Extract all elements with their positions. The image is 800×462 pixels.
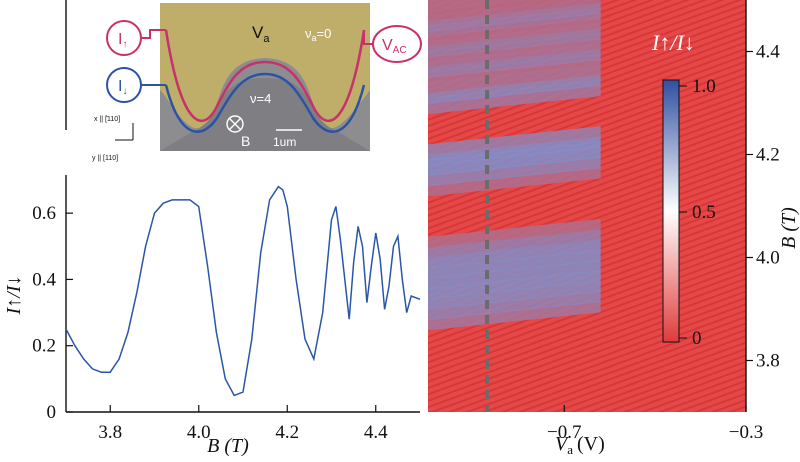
colorbar-bar (662, 79, 680, 343)
heatmap-band (428, 146, 601, 176)
heatmap-band (428, 260, 601, 290)
heatmap-band (428, 141, 601, 166)
y-tick-label: 0.4 (32, 269, 56, 290)
line-ticks: 3.8 4.0 4.2 4.4 0 0.2 0.4 0.6 (32, 203, 388, 443)
i-up-lead (141, 29, 166, 39)
colorbar-label: I↑/I↓ (651, 30, 695, 55)
colorbar-tick-bottom: 0 (692, 328, 702, 349)
heatmap-band (428, 23, 601, 48)
heatmap-band (428, 280, 601, 310)
x-tick-label: 3.8 (98, 422, 122, 443)
colorbar: 1.0 0.5 0 I↑/I↓ (651, 30, 716, 349)
heatmap-bands (428, 0, 601, 331)
vac-lead (363, 30, 373, 45)
x-tick-label: 4.4 (364, 422, 388, 443)
line-plot: 3.8 4.0 4.2 4.4 0 0.2 0.4 0.6 B (T) I↑/I↓ (3, 0, 421, 457)
heatmap-band (428, 249, 601, 279)
heatmap-band (428, 157, 601, 187)
heatmap-x-tick-label: −0.3 (729, 422, 763, 443)
heatmap-band (428, 239, 601, 269)
heatmap-band (428, 43, 601, 68)
y-tick-label: 0 (47, 402, 57, 423)
heatmap-band (428, 64, 601, 94)
heatmap-y-tick-label: 4.4 (756, 42, 780, 63)
gate-region (160, 3, 370, 129)
heatmap-band (428, 38, 601, 63)
b-field-label: B (241, 133, 250, 149)
crystal-axes-icon (115, 123, 134, 141)
b-field-icon (226, 115, 244, 133)
heatmap-band (428, 79, 601, 104)
upper-edge-channel (164, 29, 366, 122)
heatmap-band (428, 33, 601, 58)
heatmap-band (428, 48, 601, 73)
heatmap-band (428, 85, 601, 115)
heatmap-y-tick-label: 4.0 (756, 248, 780, 269)
nu-bulk-label: ν=4 (250, 91, 271, 106)
colorbar-tick-top: 1.0 (692, 76, 716, 97)
axis-x-label: x || [̄110] (94, 116, 120, 123)
i-down-label: I↓ (118, 78, 127, 97)
heatmap-panel: 3.8 4.0 4.2 4.4 −0.7 −0.3 Va (V) B (T) 1.0 0.5… (428, 0, 800, 457)
nu-a-label: νa=0 (305, 26, 331, 43)
i-up-label: I↑ (118, 31, 127, 50)
y-tick-label: 0.6 (32, 203, 56, 224)
x-axis-label: B (T) (207, 435, 249, 457)
heatmap-band (428, 2, 601, 27)
heatmap-band (428, 301, 601, 331)
heatmap-band (428, 54, 601, 79)
lower-edge-channel (164, 72, 366, 133)
heatmap-band (428, 270, 601, 300)
colorbar-tick-mid: 0.5 (692, 202, 716, 223)
heatmap-band (428, 218, 601, 248)
heatmap-ticks: 3.8 4.0 4.2 4.4 −0.7 −0.3 (547, 42, 780, 444)
heatmap-band (428, 59, 601, 84)
heatmap-band (428, 291, 601, 321)
device-inset: Va νa=0 ν=4 B 1um I↑ I↓ VAC x || [̄110] … (92, 3, 422, 162)
vac-bubble (372, 25, 422, 63)
heatmap-band (428, 18, 601, 42)
series-line (65, 185, 421, 397)
heatmap-x-tick-label: −0.7 (547, 422, 581, 443)
heatmap-band (428, 7, 601, 32)
heatmap-band (428, 126, 601, 156)
scale-label: 1um (273, 135, 296, 149)
heatmap-y-tick-label: 3.8 (756, 351, 780, 372)
heatmap-y-label: B (T) (778, 207, 800, 249)
heatmap-band (428, 12, 601, 37)
heatmap-band (428, 28, 601, 53)
heatmap-band (428, 167, 601, 197)
axis-y-label: y || [110] (92, 155, 118, 162)
heatmap-band (428, 136, 601, 161)
heatmap-band (428, 74, 601, 99)
heatmap-x-label: Va (V) (555, 433, 605, 457)
heatmap-band (428, 0, 584, 17)
x-tick-label: 4.2 (275, 422, 299, 443)
heatmap-band (428, 0, 601, 22)
x-tick-label: 4.0 (187, 422, 211, 443)
heatmap-band (428, 229, 601, 259)
heatmap-y-tick-label: 4.2 (756, 145, 780, 166)
bulk-region (160, 78, 370, 151)
vac-label: VAC (382, 37, 407, 56)
heatmap-band (428, 0, 535, 12)
y-tick-label: 0.2 (32, 336, 56, 357)
y-axis-label: I↑/I↓ (3, 276, 25, 316)
va-label: Va (252, 23, 270, 45)
